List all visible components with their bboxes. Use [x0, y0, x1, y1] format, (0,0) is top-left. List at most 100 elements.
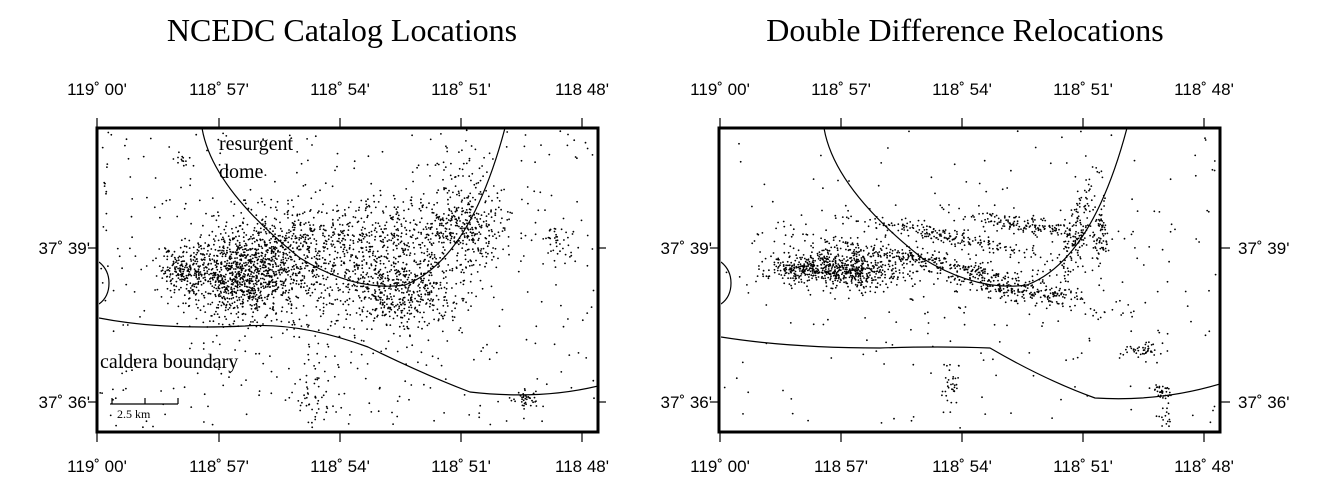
epicenter-dot — [454, 295, 457, 297]
epicenter-dot — [380, 255, 383, 257]
epicenter-dot — [437, 319, 440, 322]
epicenter-dot — [264, 231, 267, 233]
epicenter-dot — [969, 272, 972, 275]
epicenter-dot — [491, 259, 493, 261]
epicenter-dot — [467, 260, 470, 263]
epicenter-dot — [360, 241, 363, 244]
epicenter-dot — [206, 272, 209, 275]
epicenter-dot — [391, 237, 394, 240]
epicenter-dot — [590, 306, 593, 308]
epicenter-dot — [474, 233, 477, 236]
epicenter-dot — [264, 241, 266, 244]
epicenter-dot — [992, 279, 995, 282]
epicenter-dot — [281, 272, 283, 274]
epicenter-dot — [273, 285, 275, 287]
epicenter-dot — [540, 144, 542, 147]
epicenter-dot — [251, 254, 254, 256]
epicenter-dot — [181, 278, 183, 281]
epicenter-dot — [382, 212, 385, 214]
epicenter-dot — [230, 297, 233, 300]
epicenter-dot — [250, 266, 253, 269]
epicenter-dot — [176, 215, 179, 218]
epicenter-dot — [439, 284, 442, 286]
epicenter-dot — [841, 255, 844, 257]
epicenter-dot — [254, 295, 257, 298]
epicenter-dot — [430, 226, 433, 229]
epicenter-dot — [185, 160, 187, 163]
epicenter-dot — [208, 273, 211, 276]
epicenter-dot — [421, 281, 424, 284]
epicenter-dot — [189, 358, 192, 361]
epicenter-dot — [773, 268, 776, 271]
epicenter-dot — [468, 157, 471, 160]
epicenter-dot — [383, 228, 386, 230]
epicenter-dot — [245, 413, 248, 416]
epicenter-dot — [259, 277, 262, 280]
epicenter-dot — [385, 324, 388, 327]
epicenter-dot — [508, 397, 511, 399]
epicenter-dot — [1134, 247, 1136, 249]
epicenter-dot — [1007, 280, 1009, 283]
epicenter-dot — [192, 283, 195, 285]
epicenter-dot — [967, 265, 970, 268]
epicenter-dot — [263, 203, 266, 206]
epicenter-dot — [423, 383, 425, 386]
epicenter-dot — [945, 252, 948, 254]
epicenter-dot — [219, 152, 222, 155]
epicenter-dot — [225, 135, 228, 137]
epicenter-dot — [234, 257, 236, 260]
epicenter-dot — [853, 257, 855, 260]
epicenter-dot — [805, 258, 808, 261]
epicenter-dot — [180, 286, 182, 289]
epicenter-dot — [393, 311, 396, 313]
epicenter-dot — [983, 277, 986, 280]
epicenter-dot — [295, 280, 298, 282]
epicenter-dot — [808, 279, 811, 281]
epicenter-dot — [250, 258, 252, 261]
epicenter-dot — [344, 300, 347, 303]
epicenter-dot — [1055, 227, 1058, 230]
epicenter-dot — [331, 273, 334, 275]
epicenter-dot — [306, 386, 308, 388]
epicenter-dot — [177, 259, 180, 262]
epicenter-dot — [332, 303, 334, 306]
epicenter-dot — [851, 268, 853, 271]
epicenter-dot — [277, 239, 280, 242]
epicenter-dot — [442, 161, 445, 164]
epicenter-dot — [879, 247, 882, 250]
epicenter-dot — [178, 288, 181, 291]
epicenter-dot — [241, 293, 244, 296]
epicenter-dot — [459, 281, 462, 284]
epicenter-dot — [281, 306, 284, 309]
epicenter-dot — [261, 247, 264, 250]
epicenter-dot — [417, 294, 420, 296]
epicenter-dot — [989, 290, 992, 292]
epicenter-dot — [1007, 220, 1009, 223]
epicenter-dot — [447, 203, 449, 206]
epicenter-dot — [358, 239, 361, 242]
epicenter-dot — [874, 218, 876, 220]
epicenter-dot — [257, 234, 260, 237]
epicenter-dot — [259, 291, 262, 294]
epicenter-dot — [1016, 294, 1019, 297]
epicenter-dot — [827, 253, 830, 255]
epicenter-dot — [450, 162, 452, 165]
epicenter-dot — [542, 238, 545, 240]
epicenter-dot — [857, 279, 860, 281]
epicenter-dot — [889, 255, 891, 257]
epicenter-dot — [963, 278, 966, 281]
epicenter-dot — [454, 185, 457, 188]
epicenter-dot — [988, 242, 991, 245]
epicenter-dot — [220, 292, 223, 294]
epicenter-dot — [368, 280, 371, 283]
epicenter-dot — [803, 269, 806, 272]
epicenter-dot — [470, 205, 473, 208]
epicenter-dot — [363, 236, 366, 238]
epicenter-dot — [1045, 285, 1048, 288]
epicenter-dot — [255, 325, 258, 328]
epicenter-dot — [213, 286, 216, 289]
epicenter-dot — [485, 220, 488, 222]
epicenter-dot — [314, 250, 317, 253]
epicenter-dot — [576, 200, 578, 203]
epicenter-dot — [255, 256, 258, 259]
